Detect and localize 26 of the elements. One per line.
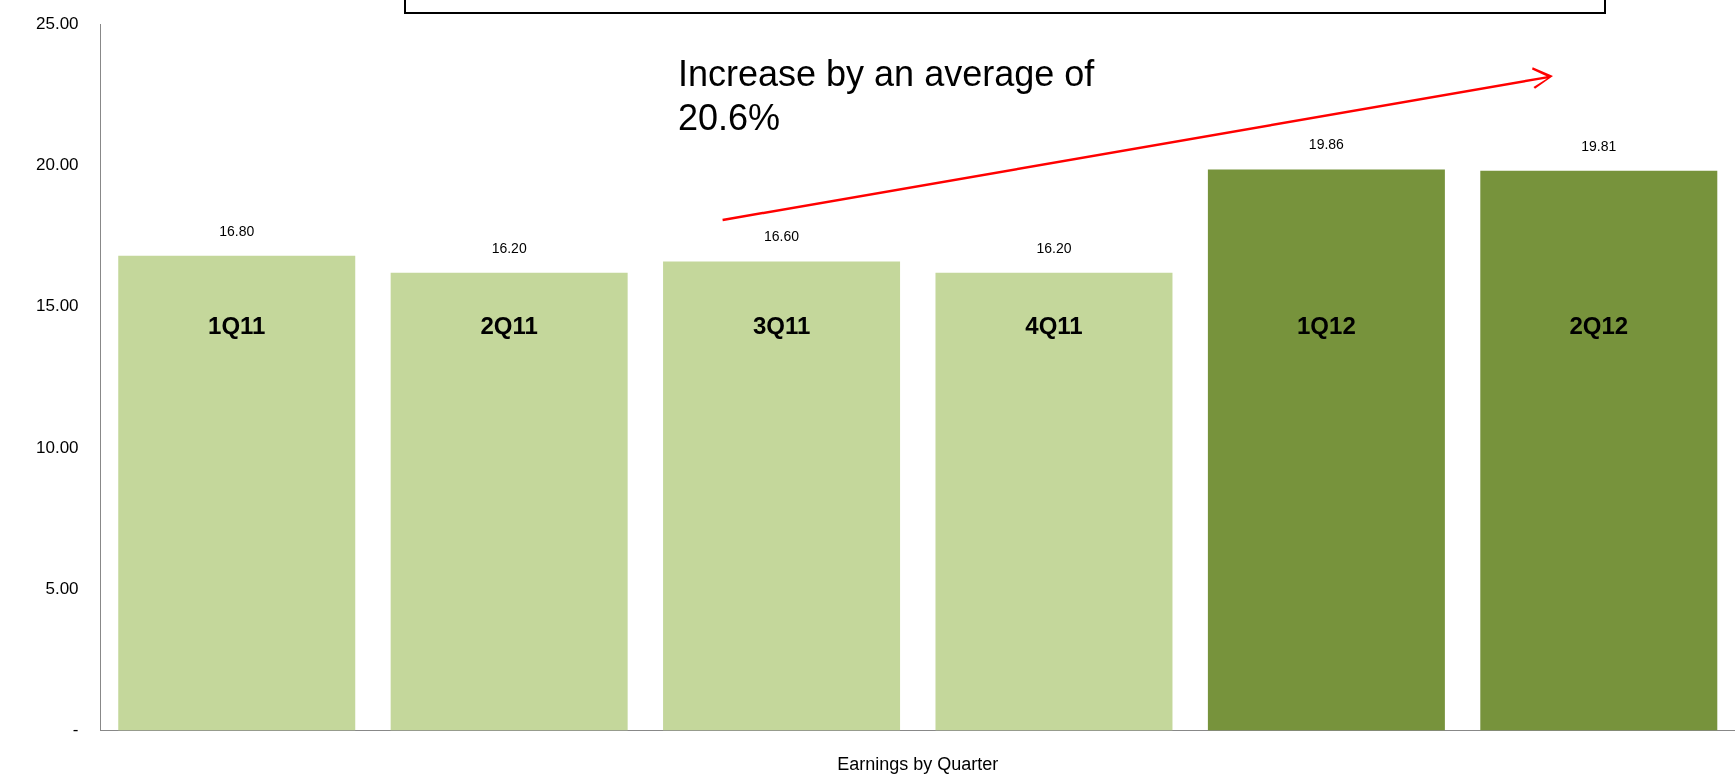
y-tick-label: 25.00: [35, 13, 79, 33]
x-tick-label: 2Q12: [1569, 312, 1629, 340]
bar: [118, 255, 356, 731]
bar: [663, 261, 901, 731]
data-label: 19.81: [1581, 137, 1617, 154]
bar: [1207, 169, 1445, 731]
x-tick-label: 1Q11: [208, 312, 266, 340]
data-label: 16.20: [491, 239, 527, 256]
data-label: 16.60: [764, 228, 800, 245]
y-tick-label: 15.00: [35, 296, 79, 316]
x-tick-label: 2Q11: [480, 312, 538, 340]
x-axis-title: Earnings by Quarter: [837, 754, 999, 775]
y-tick-label: 20.00: [35, 155, 79, 175]
bar: [390, 272, 628, 731]
data-label: 19.86: [1308, 136, 1345, 153]
y-tick-label: 10.00: [35, 437, 79, 457]
x-tick-label: 1Q12: [1297, 312, 1356, 340]
y-tick-label: -: [72, 720, 79, 740]
bar: [935, 272, 1173, 731]
annotation: Increase by an average of 20.6%: [678, 52, 1096, 140]
y-tick-label: 5.00: [45, 578, 79, 598]
data-label: 16.20: [1036, 239, 1072, 256]
bar: [1480, 170, 1718, 731]
x-tick-label: 3Q11: [752, 312, 811, 340]
x-tick-label: 4Q11: [1025, 312, 1083, 340]
data-label: 16.80: [219, 222, 255, 239]
